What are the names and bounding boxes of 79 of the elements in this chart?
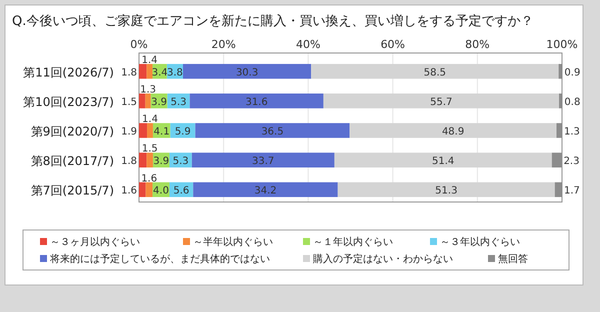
data-label: 2.3: [564, 156, 580, 168]
x-tick-label: 80%: [465, 38, 490, 51]
bar: [192, 152, 334, 168]
bar: [145, 94, 151, 108]
data-label: 5.3: [170, 96, 187, 108]
data-label: 5.9: [174, 126, 191, 138]
data-label: 1.5: [142, 144, 158, 155]
data-label: 3.9: [153, 156, 170, 168]
data-label: 5.6: [173, 186, 190, 197]
chart-title: Q.今後いつ頃、ご家庭でエアコンを新たに購入・買い換え、買い増しをする予定ですか？: [12, 13, 534, 29]
legend-label: 将来的には予定しているが、まだ具体的ではない: [49, 253, 270, 265]
legend-label: ～３ヶ月以内ぐらい: [50, 236, 140, 248]
bar: [556, 123, 562, 138]
data-label: 1.9: [121, 126, 137, 138]
legend-label: ～１年以内ぐらい: [313, 236, 393, 248]
y-tick-label: 第9回(2020/7): [30, 124, 114, 138]
data-label: 51.4: [432, 156, 454, 168]
bar: [139, 94, 146, 108]
bar: [139, 182, 146, 198]
y-tick-label: 第10回(2023/7): [23, 94, 114, 109]
data-label: 0.9: [564, 67, 580, 78]
bar: [139, 123, 148, 138]
data-label: 4.1: [154, 126, 170, 138]
data-label: 30.3: [236, 67, 258, 78]
data-label: 34.2: [254, 186, 277, 197]
x-tick-label: 20%: [211, 38, 236, 51]
bar: [311, 64, 559, 79]
data-label: 1.4: [142, 54, 158, 66]
bar: [139, 152, 147, 168]
bar: [139, 64, 147, 79]
data-label: 3.9: [151, 96, 168, 108]
data-label: 1.6: [121, 186, 137, 197]
y-tick-label: 第8回(2017/7): [30, 154, 114, 168]
bar: [552, 152, 562, 168]
data-label: 31.6: [245, 96, 268, 108]
legend-label: 無回答: [498, 253, 528, 265]
bar: [559, 94, 562, 108]
x-tick-label: 40%: [296, 38, 320, 51]
data-label: 1.4: [142, 114, 158, 126]
data-label: 48.9: [442, 126, 464, 138]
bar: [146, 64, 153, 79]
bar: [554, 182, 562, 198]
data-label: 1.8: [121, 156, 137, 168]
bar: [146, 152, 153, 168]
bar: [323, 94, 560, 108]
bar: [146, 182, 153, 198]
data-label: 1.3: [564, 126, 580, 138]
y-tick-label: 第11回(2026/7): [23, 65, 114, 80]
data-label: 0.8: [564, 96, 580, 108]
bar: [195, 123, 350, 138]
x-tick-label: 60%: [380, 38, 406, 51]
data-label: 51.3: [435, 186, 458, 197]
bar: [350, 123, 556, 138]
data-label: 3.8: [167, 67, 183, 78]
data-label: 4.0: [153, 186, 169, 197]
data-label: 36.5: [261, 126, 284, 138]
bar: [338, 182, 555, 198]
data-label: 1.3: [140, 84, 156, 96]
bar: [193, 182, 338, 198]
data-label: 3.4: [152, 67, 168, 78]
legend-label: ～半年以内ぐらい: [193, 236, 273, 248]
data-label: 1.6: [141, 173, 158, 184]
x-tick-label: 100%: [546, 38, 578, 51]
data-label: 58.5: [424, 67, 446, 78]
bar: [558, 64, 562, 79]
legend-label: ～３年以内ぐらい: [440, 236, 520, 248]
data-label: 55.7: [430, 96, 452, 108]
data-label: 1.5: [121, 96, 137, 108]
data-label: 33.7: [252, 156, 274, 168]
bar: [182, 64, 312, 79]
x-tick-label: 0%: [130, 38, 148, 51]
data-label: 1.7: [564, 186, 580, 197]
y-tick-label: 第7回(2015/7): [30, 184, 114, 198]
bar: [147, 123, 153, 138]
data-label: 1.8: [121, 67, 137, 78]
legend-label: 購入の予定はない・わからない: [313, 253, 453, 265]
bar: [190, 94, 324, 108]
bar: [334, 152, 552, 168]
data-label: 5.3: [172, 156, 189, 168]
